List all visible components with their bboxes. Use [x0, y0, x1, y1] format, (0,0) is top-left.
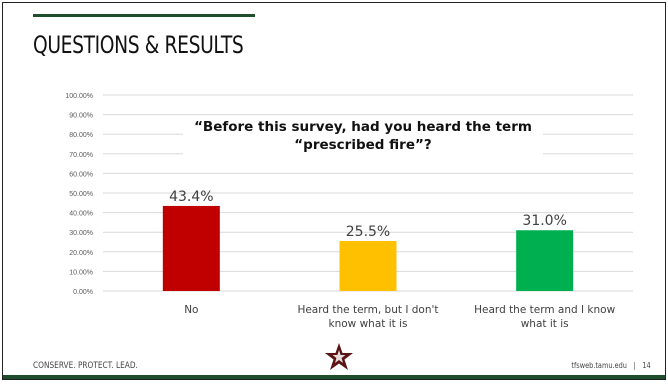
y-tick-label: 50.00%	[69, 191, 93, 198]
bar	[339, 241, 397, 291]
y-tick-label: 80.00%	[69, 132, 93, 139]
y-tick-label: 70.00%	[69, 152, 93, 159]
title-accent-bar	[33, 14, 255, 17]
page-number: 14	[642, 361, 651, 370]
footer-url: tfsweb.tamu.edu	[571, 361, 628, 370]
y-tick-label: 60.00%	[69, 171, 93, 178]
data-label: 31.0%	[522, 213, 566, 229]
footer-tagline: CONSERVE. PROTECT. LEAD.	[33, 361, 138, 371]
y-tick-label: 40.00%	[69, 211, 93, 218]
footer-divider: |	[633, 361, 636, 370]
y-tick-label: 100.00%	[65, 93, 93, 100]
x-tick-label: Heard the term, but I don't	[297, 304, 438, 316]
texas-star-logo-icon	[325, 343, 353, 370]
y-tick-label: 10.00%	[69, 269, 93, 276]
bar	[516, 230, 574, 291]
y-tick-label: 30.00%	[69, 230, 93, 237]
footer-accent-bar	[3, 375, 665, 379]
footer-site: tfsweb.tamu.edu | 14	[572, 361, 651, 370]
data-label: 43.4%	[169, 189, 213, 205]
x-tick-label: what it is	[521, 318, 569, 330]
y-tick-label: 0.00%	[73, 289, 93, 296]
x-tick-label: No	[184, 304, 198, 316]
bar	[162, 205, 220, 291]
x-tick-label: Heard the term and I know	[474, 304, 615, 316]
bar-chart: 0.00% 10.00% 20.00% 30.00% 40.00% 50.00% 60.00…	[65, 93, 633, 330]
slide: QUESTIONS & RESULTS 0.00% 10.00% 20.00% 30.…	[2, 2, 666, 380]
y-tick-label: 90.00%	[69, 113, 93, 120]
chart-question: “Before this survey, had you heard the t…	[183, 117, 543, 155]
data-label: 25.5%	[346, 224, 390, 240]
y-tick-label: 20.00%	[69, 250, 93, 257]
x-tick-label: know what it is	[329, 318, 408, 330]
page-title: QUESTIONS & RESULTS	[33, 31, 244, 59]
